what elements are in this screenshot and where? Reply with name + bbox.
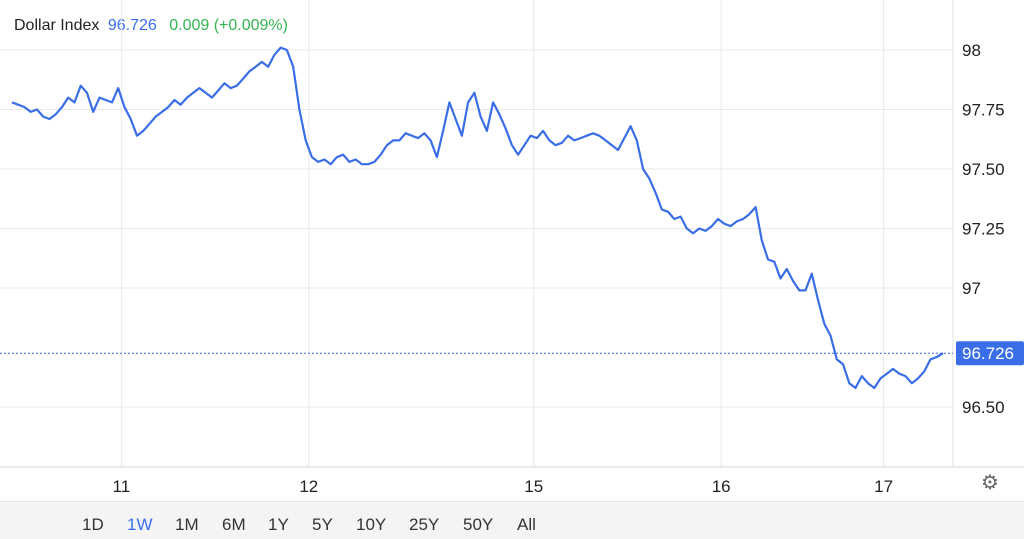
- range-5y-button[interactable]: 5Y: [312, 515, 333, 534]
- instrument-name: Dollar Index: [14, 17, 100, 34]
- y-tick-label: 98: [962, 41, 981, 60]
- x-tick-label: 15: [524, 477, 543, 496]
- last-price-tag-label: 96.726: [962, 344, 1014, 363]
- price-series-line: [11, 46, 944, 390]
- range-1w-button[interactable]: 1W: [127, 515, 153, 534]
- range-50y-button[interactable]: 50Y: [463, 515, 494, 534]
- price-chart[interactable]: 98 97.75 97.50 97.25 97 96.50 11 12 15 16 17 96.7…: [0, 0, 1024, 501]
- range-6m-button[interactable]: 6M: [222, 515, 246, 534]
- gear-icon[interactable]: ⚙: [981, 472, 999, 494]
- y-tick-label: 97.25: [962, 220, 1005, 239]
- x-tick-label: 11: [113, 477, 131, 496]
- y-tick-label: 97: [962, 279, 981, 298]
- range-1d-button[interactable]: 1D: [82, 515, 104, 534]
- range-1m-button[interactable]: 1M: [175, 515, 199, 534]
- range-selector: 1D 1W 1M 6M 1Y 5Y 10Y 25Y 50Y All: [0, 501, 1024, 539]
- current-price: 96.726: [107, 17, 157, 34]
- x-tick-label: 12: [299, 477, 318, 496]
- y-tick-label: 97.50: [962, 160, 1005, 179]
- grid: [0, 0, 953, 467]
- range-10y-button[interactable]: 10Y: [356, 515, 387, 534]
- x-tick-label: 17: [874, 477, 893, 496]
- y-tick-label: 97.75: [962, 101, 1005, 120]
- last-price-tag: 96.726: [956, 341, 1024, 366]
- x-tick-labels: 11 12 15 16 17: [113, 477, 894, 496]
- y-tick-label: 96.50: [962, 398, 1005, 417]
- range-all-button[interactable]: All: [517, 515, 536, 534]
- chart-header: Dollar Index 96.726 0.009 (+0.009%): [14, 17, 288, 35]
- range-1y-button[interactable]: 1Y: [268, 515, 289, 534]
- x-tick-label: 16: [712, 477, 731, 496]
- price-change: 0.009 (+0.009%): [169, 17, 288, 34]
- range-25y-button[interactable]: 25Y: [409, 515, 440, 534]
- axes: [0, 0, 1024, 468]
- last-price-tag-bg: [956, 341, 1024, 366]
- y-tick-labels: 98 97.75 97.50 97.25 97 96.50: [962, 41, 1005, 417]
